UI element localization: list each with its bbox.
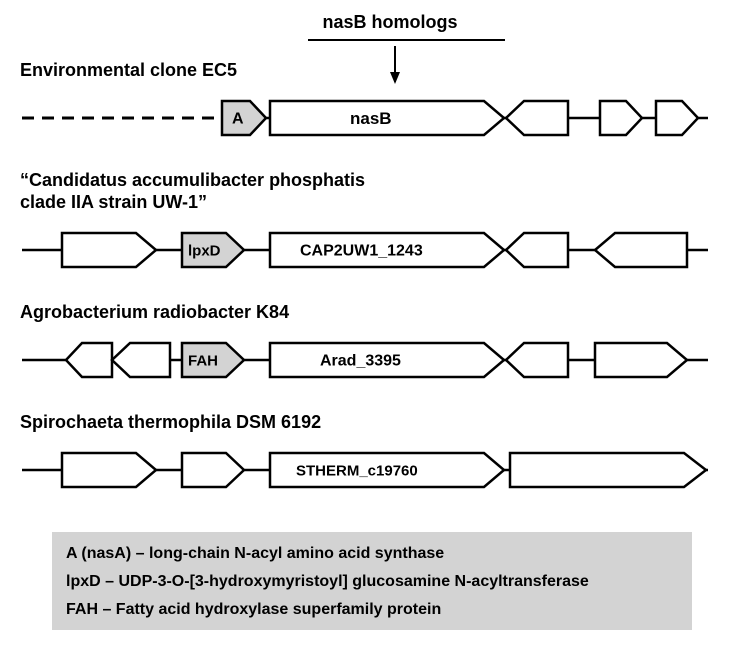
- agro-rev1: [66, 343, 112, 377]
- species-label-ec5: Environmental clone EC5: [20, 60, 237, 80]
- ec5-rev1: [506, 101, 568, 135]
- species-label-agro: Agrobacterium radiobacter K84: [20, 302, 289, 322]
- agro-rev3: [506, 343, 568, 377]
- agro-rev2: [112, 343, 170, 377]
- legend-line-0: A (nasA) – long-chain N-acyl amino acid …: [66, 545, 444, 562]
- spiro-fwd1: [62, 453, 156, 487]
- cap-lead: [62, 233, 156, 267]
- spiro-fwd3: [510, 453, 706, 487]
- ec5-fwd2: [656, 101, 698, 135]
- ec5-fwd1: [600, 101, 642, 135]
- lpxD-gene-label: lpxD: [188, 242, 221, 259]
- species-label-cap: clade IIA strain UW-1”: [20, 192, 207, 212]
- CAP2UW1_1243-label: CAP2UW1_1243: [300, 243, 423, 260]
- agro-fwd1: [595, 343, 687, 377]
- legend-line-2: FAH – Fatty acid hydroxylase superfamily…: [66, 601, 441, 618]
- Arad_3395-label: Arad_3395: [320, 353, 401, 370]
- spiro-fwd2: [182, 453, 244, 487]
- A-nasA-gene-label: A: [232, 111, 244, 128]
- A-nasA-gene: [222, 101, 266, 135]
- species-label-spiro: Spirochaeta thermophila DSM 6192: [20, 412, 321, 432]
- legend-line-1: lpxD – UDP-3-O-[3-hydroxymyristoyl] gluc…: [66, 573, 589, 590]
- species-label-cap: “Candidatus accumulibacter phosphatis: [20, 170, 365, 190]
- cap-rev2: [595, 233, 687, 267]
- cap-rev1: [506, 233, 568, 267]
- STHERM_c19760-label: STHERM_c19760: [296, 462, 418, 479]
- header-label: nasB homologs: [322, 12, 457, 32]
- header-arrow-head: [390, 72, 400, 84]
- FAH-gene-label: FAH: [188, 352, 218, 369]
- nasB-gene-label: nasB: [350, 109, 392, 128]
